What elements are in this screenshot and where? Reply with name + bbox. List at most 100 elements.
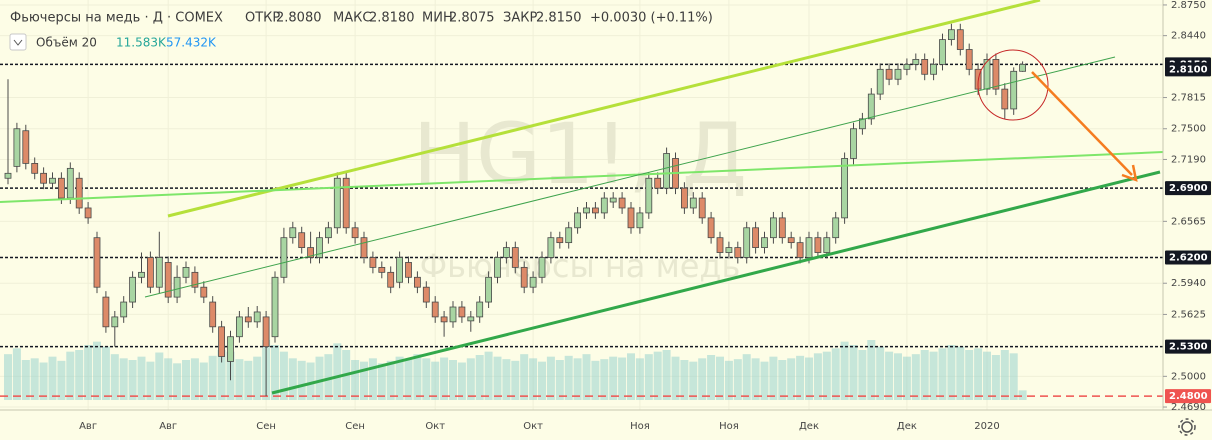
candle-body (511, 247, 519, 268)
ohlc-value: 2.8080 (276, 11, 322, 26)
candle-body (405, 262, 412, 278)
candle-body (903, 63, 911, 70)
ohlc-value: 2.8150 (536, 11, 582, 26)
volume-bar (244, 360, 253, 400)
levels (0, 63, 1163, 397)
volume-bar (662, 350, 671, 400)
volume-bar (288, 358, 297, 400)
volume-bar (75, 350, 84, 400)
volume-bar (30, 358, 39, 400)
highlight-circle (977, 49, 1049, 121)
candle-body (609, 197, 617, 203)
volume-bar (48, 356, 57, 400)
volume-bar (635, 358, 644, 400)
candle-body (681, 187, 688, 209)
candle-body (120, 301, 128, 318)
candle-body (912, 59, 920, 65)
candle-body (859, 118, 866, 130)
volume-bar (395, 356, 404, 400)
volume-bar (983, 351, 991, 400)
x-tick-label: Сен (256, 421, 276, 432)
candle-body (930, 63, 937, 75)
candle-body (440, 316, 448, 323)
level-tag (1165, 181, 1211, 196)
candle-body (324, 227, 332, 239)
volume-bar (511, 360, 520, 400)
candle-body (235, 316, 243, 338)
volume-bar (902, 356, 911, 400)
settings-button[interactable] (1178, 418, 1196, 436)
volume-bar (564, 355, 573, 400)
volume-bar (164, 358, 173, 400)
candle-body (787, 237, 795, 244)
candle-body (814, 237, 822, 253)
volume-bar (529, 358, 538, 400)
y-tick-label: 2.8750 (1171, 0, 1206, 11)
candle-body (778, 217, 786, 239)
candle-body (164, 262, 172, 298)
x-tick-label: Ноя (630, 421, 650, 432)
candle-body (1001, 88, 1009, 110)
volume-bar (876, 346, 885, 400)
candle-body (956, 29, 964, 50)
candle-body (1010, 70, 1018, 110)
volume-bar (199, 362, 208, 400)
volume-bar (911, 354, 920, 400)
volume-bar (182, 360, 190, 400)
candle-body (129, 276, 137, 303)
volume-bar (680, 360, 689, 400)
candle-body (66, 167, 74, 199)
collapse-button[interactable] (9, 33, 27, 51)
volume-bar (813, 353, 822, 400)
y-tick-label: 2.7500 (1171, 124, 1206, 135)
volume-bar (787, 358, 796, 400)
volume-bar (573, 358, 582, 400)
volume-bar (546, 356, 555, 400)
candle-body (618, 197, 626, 209)
volume-bar (146, 361, 155, 400)
y-tick-label: 2.4690 (1171, 402, 1206, 413)
level-label: 2.5300 (1169, 342, 1208, 353)
volume-bar (315, 356, 324, 400)
y-tick-label: 2.8440 (1171, 31, 1206, 42)
candle-body (600, 197, 608, 214)
candle-body (49, 177, 56, 184)
volume-bar (1000, 350, 1009, 400)
volume-bar (600, 359, 609, 400)
volume-bar (947, 345, 956, 400)
volume-bar (751, 358, 760, 400)
volume-value: 11.583K (116, 36, 167, 50)
gear-teeth (1178, 418, 1196, 436)
candle-body (13, 128, 21, 167)
candle-body (939, 39, 946, 65)
candle-body (494, 257, 501, 278)
candle-body (707, 217, 715, 239)
candle-body (253, 311, 261, 323)
volume-bar (128, 360, 137, 400)
volume-bar (173, 363, 182, 400)
volume-bar (324, 354, 333, 400)
volume-bar (12, 348, 21, 400)
volume-bar (894, 353, 902, 400)
candle-body (867, 93, 875, 120)
volume-bar (555, 360, 564, 400)
ohlc-label: ОТКР (245, 11, 280, 26)
candle-body (4, 172, 12, 179)
volume-bar (279, 351, 288, 400)
volume-bar (449, 360, 457, 400)
volume-bar (938, 348, 947, 400)
candle-body (556, 237, 564, 244)
candle-body (476, 301, 484, 318)
volume-title: Объём 20 (36, 36, 97, 50)
candle-body (689, 197, 697, 209)
volume-bar (538, 361, 546, 400)
volume-bar (502, 359, 511, 400)
ohlc-value: 2.8075 (449, 11, 495, 26)
trend-line (0, 151, 1164, 203)
candle-body (271, 276, 279, 338)
header: Фьючерсы на медь · Д · COMEX ОТКР 2.8080… (9, 11, 713, 51)
candle-body (654, 177, 662, 189)
candle-body (289, 227, 297, 239)
volume-bar (956, 346, 965, 400)
volume-bar (190, 358, 199, 400)
